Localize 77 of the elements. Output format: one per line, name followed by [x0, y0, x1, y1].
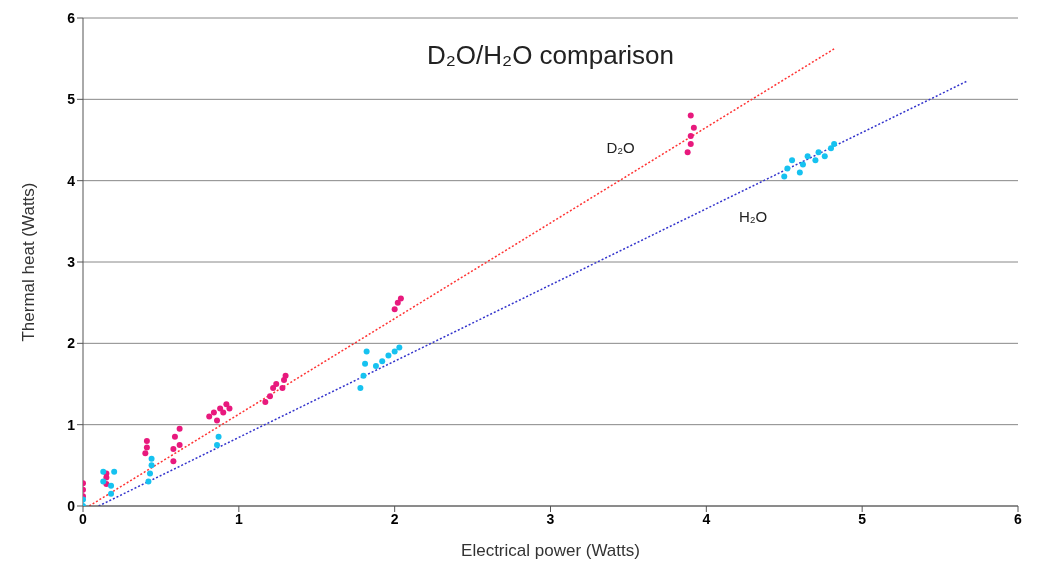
point: [206, 413, 213, 420]
point: [262, 398, 269, 405]
point: [214, 442, 221, 448]
point: [279, 385, 286, 392]
point: [781, 173, 788, 180]
point: [223, 401, 230, 408]
annotation: D₂O: [605, 139, 636, 157]
point: [397, 295, 404, 302]
point: [690, 124, 697, 131]
point: [391, 306, 398, 313]
point: [210, 409, 217, 416]
point: [147, 470, 154, 477]
point: [148, 455, 155, 462]
x-tick-label: 5: [858, 510, 867, 527]
point: [391, 348, 398, 355]
point: [828, 145, 834, 152]
y-tick-label: 0: [67, 497, 76, 514]
point: [815, 149, 822, 156]
x-tick-label: 2: [390, 510, 399, 527]
point: [273, 381, 280, 387]
x-axis-title: Electrical power (Watts): [461, 541, 640, 561]
point: [396, 344, 403, 351]
point: [687, 132, 694, 139]
point: [214, 417, 221, 424]
point: [217, 405, 224, 412]
x-tick-label: 4: [702, 510, 711, 527]
point: [831, 141, 838, 148]
point: [804, 153, 811, 160]
point: [108, 490, 115, 497]
x-tick-label: 3: [546, 510, 555, 527]
point: [385, 352, 392, 359]
point: [379, 358, 386, 365]
x-tick-label: 0: [79, 510, 88, 527]
point: [362, 360, 369, 367]
y-tick-label: 1: [67, 416, 76, 433]
point: [226, 405, 233, 412]
point: [220, 409, 227, 416]
point: [394, 299, 401, 306]
y-tick-label: 4: [67, 172, 76, 189]
point: [108, 482, 115, 489]
point: [267, 393, 273, 400]
point: [143, 437, 150, 444]
point: [687, 141, 694, 148]
point: [111, 468, 118, 475]
point: [687, 112, 694, 119]
point: [143, 444, 150, 451]
point: [176, 425, 183, 432]
point: [170, 446, 177, 453]
y-tick-label: 6: [67, 9, 76, 26]
point: [812, 157, 819, 164]
point: [215, 433, 222, 440]
point: [148, 462, 155, 469]
point: [799, 161, 806, 168]
y-tick-label: 3: [67, 253, 76, 270]
x-tick-label: 1: [234, 510, 243, 527]
y-tick-label: 2: [67, 335, 76, 352]
point: [270, 385, 277, 392]
x-tick-label: 6: [1014, 510, 1023, 527]
point: [363, 348, 370, 355]
point: [796, 169, 803, 176]
point: [821, 153, 828, 160]
point: [145, 478, 152, 485]
point: [176, 442, 183, 448]
point: [784, 165, 791, 172]
annotation: H₂O: [737, 208, 769, 226]
point: [170, 458, 177, 465]
point: [684, 149, 691, 156]
text: D₂O/H₂O comparison: [426, 40, 675, 71]
y-tick-label: 5: [67, 91, 76, 108]
point: [142, 450, 149, 457]
point: [282, 372, 289, 379]
point: [357, 385, 364, 392]
point: [789, 157, 796, 164]
point: [372, 363, 379, 370]
point: [171, 433, 178, 440]
point: [360, 372, 367, 379]
y-axis-title: Thermal heat (Watts): [19, 182, 39, 342]
